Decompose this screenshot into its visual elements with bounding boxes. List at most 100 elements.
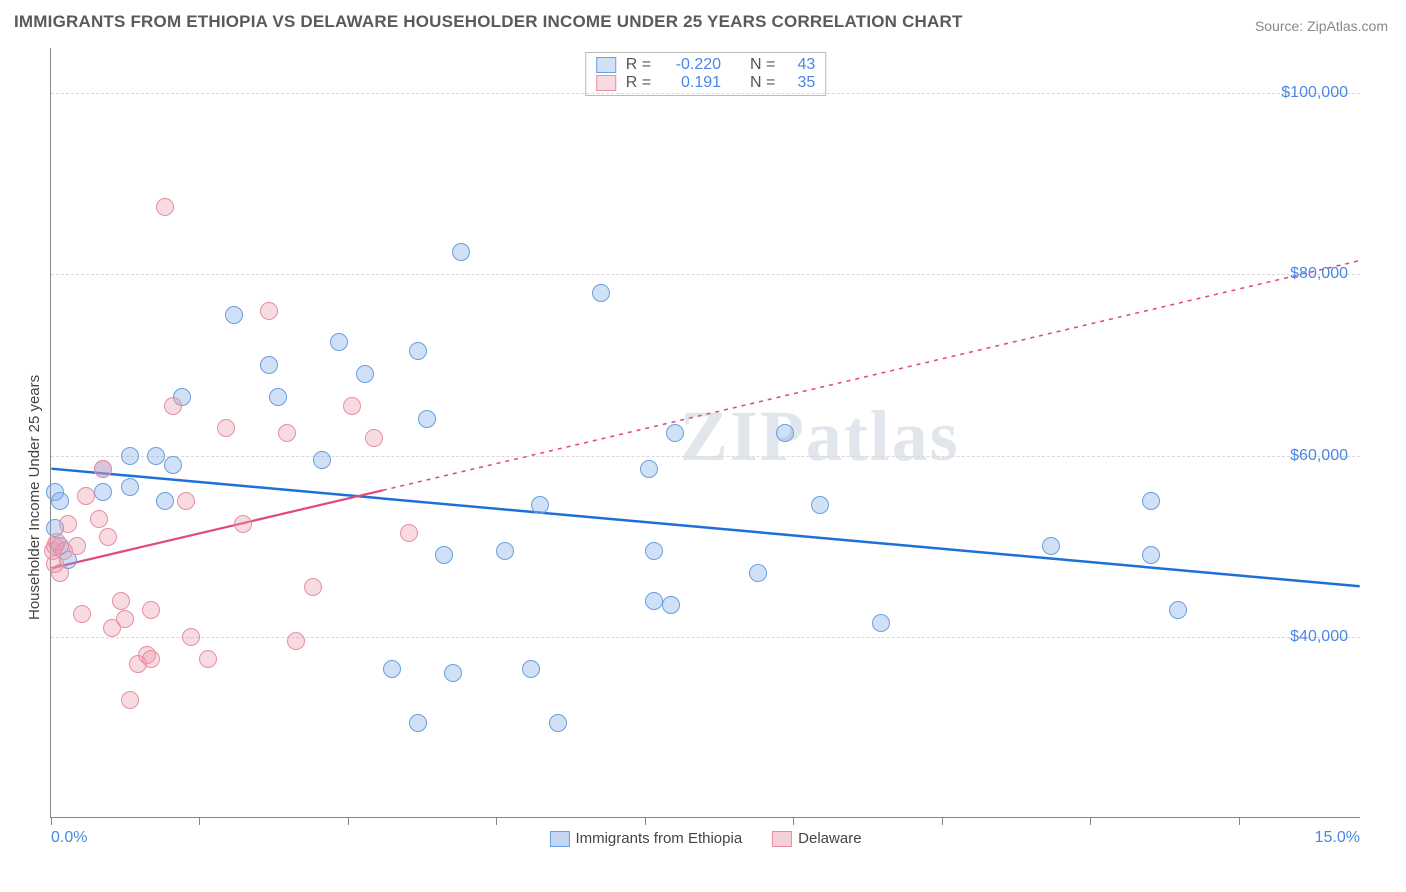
stat-legend-row: R = -0.220 N = 43 xyxy=(596,56,816,74)
chart-title: IMMIGRANTS FROM ETHIOPIA VS DELAWARE HOU… xyxy=(14,12,963,32)
stat-legend-row: R = 0.191 N = 35 xyxy=(596,74,816,92)
scatter-point xyxy=(400,524,418,542)
x-axis-min-label: 0.0% xyxy=(51,829,87,847)
scatter-point xyxy=(112,592,130,610)
scatter-point xyxy=(116,610,134,628)
y-tick-label: $40,000 xyxy=(1290,628,1348,646)
scatter-point xyxy=(522,660,540,678)
scatter-point xyxy=(383,660,401,678)
scatter-point xyxy=(217,419,235,437)
scatter-point xyxy=(287,632,305,650)
scatter-point xyxy=(304,578,322,596)
stat-n-value: 35 xyxy=(785,74,815,92)
scatter-point xyxy=(156,492,174,510)
scatter-point xyxy=(365,429,383,447)
trend-lines-layer xyxy=(51,48,1360,817)
stat-n-label: N = xyxy=(750,56,775,74)
scatter-point xyxy=(409,714,427,732)
scatter-point xyxy=(142,650,160,668)
chart-plot-area: R =-0.220 N =43R =0.191 N =35 ZIPatlas I… xyxy=(50,48,1360,818)
legend-swatch xyxy=(596,57,616,73)
scatter-point xyxy=(662,596,680,614)
scatter-point xyxy=(94,483,112,501)
scatter-point xyxy=(776,424,794,442)
scatter-point xyxy=(409,342,427,360)
scatter-point xyxy=(121,691,139,709)
scatter-point xyxy=(749,564,767,582)
gridline xyxy=(51,456,1360,457)
x-tick xyxy=(496,817,497,825)
scatter-point xyxy=(234,515,252,533)
scatter-point xyxy=(418,410,436,428)
legend-item: Delaware xyxy=(772,830,861,847)
scatter-point xyxy=(260,302,278,320)
scatter-point xyxy=(343,397,361,415)
legend-swatch xyxy=(549,831,569,847)
scatter-point xyxy=(199,650,217,668)
scatter-point xyxy=(94,460,112,478)
scatter-point xyxy=(68,537,86,555)
stat-r-label: R = xyxy=(626,56,651,74)
stat-r-value: -0.220 xyxy=(661,56,721,74)
legend-label: Immigrants from Ethiopia xyxy=(575,830,742,847)
scatter-point xyxy=(278,424,296,442)
scatter-point xyxy=(1169,601,1187,619)
scatter-point xyxy=(121,478,139,496)
scatter-point xyxy=(51,564,69,582)
scatter-point xyxy=(164,456,182,474)
legend-swatch xyxy=(596,75,616,91)
gridline xyxy=(51,93,1360,94)
stat-n-value: 43 xyxy=(785,56,815,74)
scatter-point xyxy=(77,487,95,505)
watermark-text: ZIPatlas xyxy=(680,395,960,478)
scatter-point xyxy=(452,243,470,261)
scatter-point xyxy=(435,546,453,564)
scatter-point xyxy=(592,284,610,302)
x-tick xyxy=(51,817,52,825)
series-legend: Immigrants from Ethiopia Delaware xyxy=(549,830,861,847)
gridline xyxy=(51,274,1360,275)
scatter-point xyxy=(225,306,243,324)
x-tick xyxy=(645,817,646,825)
legend-swatch xyxy=(772,831,792,847)
scatter-point xyxy=(356,365,374,383)
y-tick-label: $80,000 xyxy=(1290,265,1348,283)
scatter-point xyxy=(1042,537,1060,555)
scatter-point xyxy=(177,492,195,510)
scatter-point xyxy=(260,356,278,374)
y-tick-label: $100,000 xyxy=(1281,84,1348,102)
correlation-stats-legend: R = -0.220 N = 43 R = 0.191 N = 35 xyxy=(585,52,827,96)
scatter-point xyxy=(313,451,331,469)
x-tick xyxy=(1090,817,1091,825)
scatter-point xyxy=(645,592,663,610)
x-tick xyxy=(348,817,349,825)
x-tick xyxy=(1239,817,1240,825)
y-tick-label: $60,000 xyxy=(1290,447,1348,465)
scatter-point xyxy=(872,614,890,632)
scatter-point xyxy=(496,542,514,560)
stat-r-label: R = xyxy=(626,74,651,92)
scatter-point xyxy=(330,333,348,351)
scatter-point xyxy=(121,447,139,465)
source-attribution: Source: ZipAtlas.com xyxy=(1255,18,1388,34)
scatter-point xyxy=(549,714,567,732)
scatter-point xyxy=(51,492,69,510)
scatter-point xyxy=(90,510,108,528)
scatter-point xyxy=(147,447,165,465)
scatter-point xyxy=(164,397,182,415)
legend-item: Immigrants from Ethiopia xyxy=(549,830,742,847)
stat-r-value: 0.191 xyxy=(661,74,721,92)
scatter-point xyxy=(811,496,829,514)
scatter-point xyxy=(99,528,117,546)
scatter-point xyxy=(1142,492,1160,510)
x-tick xyxy=(793,817,794,825)
gridline xyxy=(51,637,1360,638)
scatter-point xyxy=(73,605,91,623)
legend-label: Delaware xyxy=(798,830,861,847)
scatter-point xyxy=(666,424,684,442)
stat-n-label: N = xyxy=(750,74,775,92)
scatter-point xyxy=(59,515,77,533)
x-tick xyxy=(942,817,943,825)
scatter-point xyxy=(444,664,462,682)
scatter-point xyxy=(1142,546,1160,564)
